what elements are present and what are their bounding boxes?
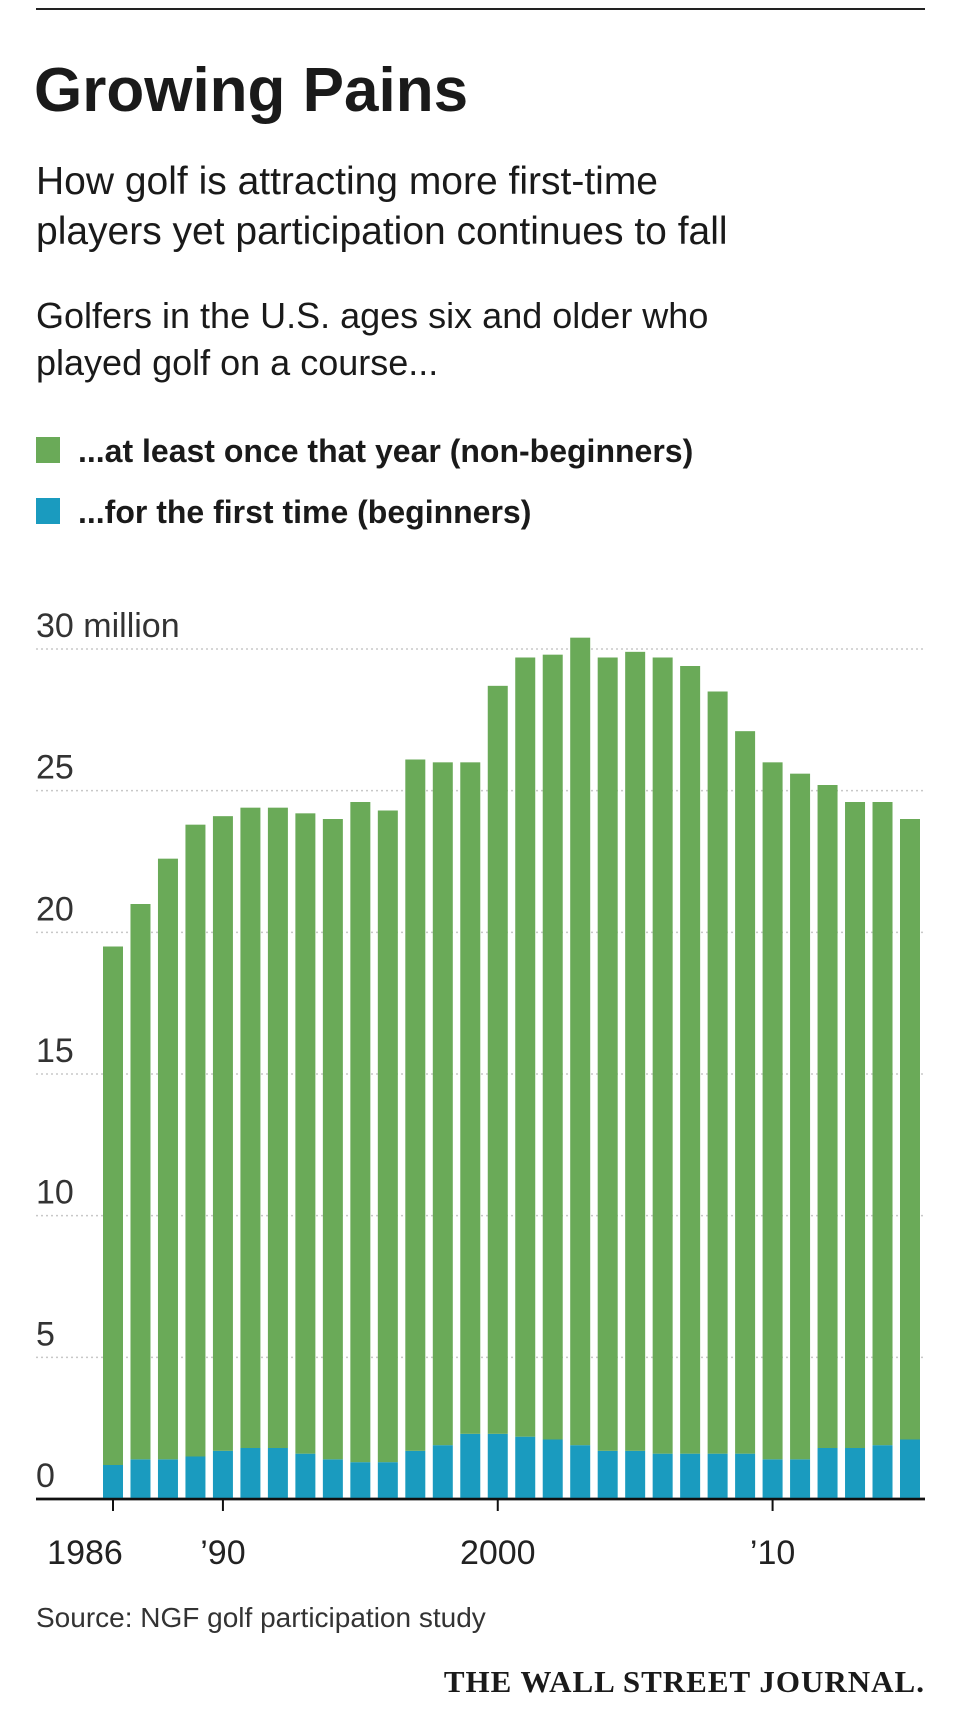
bar-segment — [707, 691, 728, 1454]
source-note: Source: NGF golf participation study — [36, 1602, 486, 1633]
bar-segment — [212, 1450, 233, 1499]
legend-label: ...for the first time (beginners) — [78, 494, 531, 530]
bar-segment — [157, 1459, 178, 1499]
bar-segment — [322, 1459, 343, 1499]
bar-segment — [350, 1462, 371, 1499]
bar-segment — [625, 1450, 646, 1499]
legend-label: ...at least once that year (non-beginner… — [78, 433, 693, 469]
x-tick-label: 2000 — [460, 1534, 536, 1572]
bar-segment — [542, 1439, 563, 1499]
chart-description: played golf on a course... — [36, 342, 438, 383]
chart-subtitle: How golf is attracting more first-time — [36, 160, 658, 203]
bar-segment — [652, 1453, 673, 1499]
bar-segment — [487, 685, 508, 1434]
x-tick-label: ’90 — [200, 1534, 245, 1572]
bar-segment — [322, 819, 343, 1460]
bar-segment — [103, 1465, 123, 1499]
bar-segment — [570, 637, 591, 1446]
y-tick-label: 20 — [36, 890, 74, 928]
bar-segment — [460, 1433, 481, 1499]
bar-segment — [460, 762, 481, 1434]
bar-segment — [680, 666, 701, 1454]
y-tick-label: 10 — [36, 1174, 74, 1212]
bar-segment — [405, 759, 426, 1451]
legend-swatch — [36, 437, 60, 463]
chart-title: Growing Pains — [34, 56, 468, 125]
bar-segment — [790, 773, 811, 1460]
bar-segment — [130, 904, 151, 1460]
bar-segment — [900, 819, 920, 1440]
bar-segment — [432, 762, 453, 1446]
bar-segment — [515, 1436, 536, 1499]
y-tick-label: 25 — [36, 749, 74, 787]
bar-segment — [735, 731, 756, 1454]
bar-segment — [570, 1445, 591, 1499]
bar-segment — [240, 1448, 261, 1499]
bar-segment — [377, 810, 398, 1463]
bar-segment — [267, 807, 288, 1448]
bar-segment — [680, 1453, 701, 1499]
bar-segment — [735, 1453, 756, 1499]
bar-segment — [597, 657, 618, 1451]
bar-segment — [790, 1459, 811, 1499]
chart-subtitle: players yet participation continues to f… — [36, 210, 728, 253]
bar-segment — [350, 802, 371, 1463]
bar-segment — [377, 1462, 398, 1499]
legend-swatch — [36, 498, 60, 524]
bar-segment — [487, 1433, 508, 1499]
y-tick-label: 30 million — [36, 607, 180, 645]
bar-segment — [817, 1448, 838, 1499]
bar-segment — [652, 657, 673, 1454]
bar-segment — [872, 1445, 893, 1499]
bar-segment — [157, 858, 178, 1460]
bar-segment — [515, 657, 536, 1437]
bar-segment — [103, 946, 123, 1465]
x-tick-label: 1986 — [47, 1534, 123, 1572]
bar-segment — [817, 785, 838, 1448]
bar-segment — [900, 1439, 920, 1499]
bar-segment — [762, 1459, 783, 1499]
y-tick-label: 5 — [36, 1315, 55, 1353]
chart-description: Golfers in the U.S. ages six and older w… — [36, 295, 708, 336]
credit: THE WALL STREET JOURNAL. — [444, 1664, 925, 1699]
bar-segment — [130, 1459, 151, 1499]
bar-segment — [845, 1448, 866, 1499]
bar-segment — [240, 807, 261, 1448]
bar-segment — [405, 1450, 426, 1499]
bar-segment — [295, 1453, 316, 1499]
bar-segment — [597, 1450, 618, 1499]
bar-segment — [762, 762, 783, 1460]
bar-segment — [185, 824, 206, 1457]
y-tick-label: 0 — [36, 1457, 55, 1495]
bar-segment — [267, 1448, 288, 1499]
y-tick-label: 15 — [36, 1032, 74, 1070]
bar-segment — [845, 802, 866, 1448]
x-tick-label: ’10 — [750, 1534, 795, 1572]
bar-segment — [295, 813, 316, 1454]
bar-segment — [872, 802, 893, 1446]
bar-segment — [542, 654, 563, 1440]
bar-segment — [432, 1445, 453, 1499]
bar-segment — [707, 1453, 728, 1499]
bar-segment — [185, 1456, 206, 1499]
bar-segment — [625, 651, 646, 1451]
bar-segment — [212, 816, 233, 1451]
